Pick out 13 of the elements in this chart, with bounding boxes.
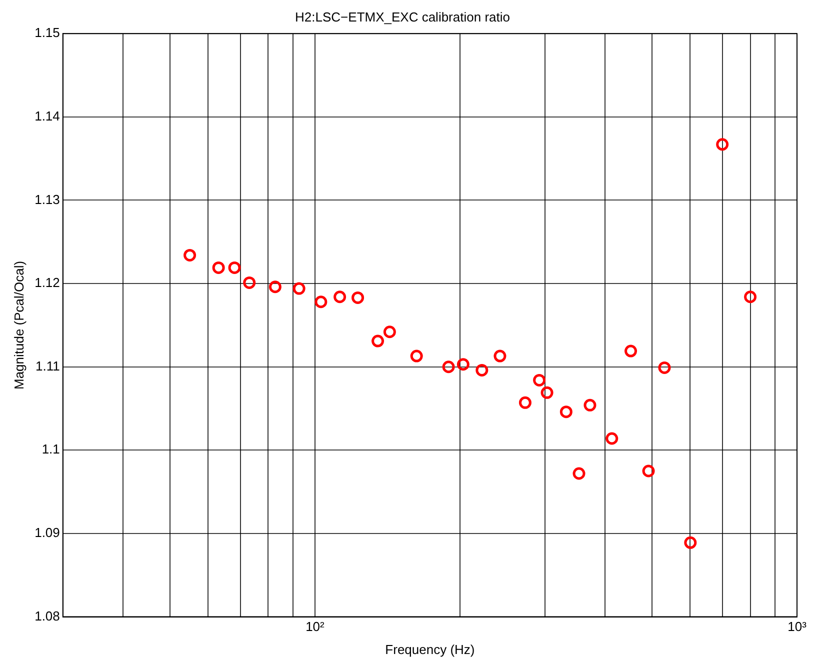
chart-title: H2:LSC−ETMX_EXC calibration ratio: [295, 9, 510, 24]
y-tick-label: 1.11: [36, 358, 60, 374]
y-tick-label: 1.13: [34, 192, 60, 207]
y-tick-label: 1.08: [34, 608, 60, 624]
y-tick-label: 1.12: [34, 275, 60, 290]
y-axis-title: Magnitude (Pcal/Ocal): [11, 260, 26, 390]
y-tick-label: 1.09: [34, 525, 60, 540]
y-tick-label: 1.15: [34, 25, 60, 40]
y-tick-label: 1.1: [42, 442, 60, 457]
x-tick-label: 10³: [788, 619, 808, 634]
y-tick-label: 1.14: [34, 108, 60, 124]
x-axis-title: Frequency (Hz): [385, 642, 475, 657]
x-tick-label: 10²: [306, 619, 326, 634]
